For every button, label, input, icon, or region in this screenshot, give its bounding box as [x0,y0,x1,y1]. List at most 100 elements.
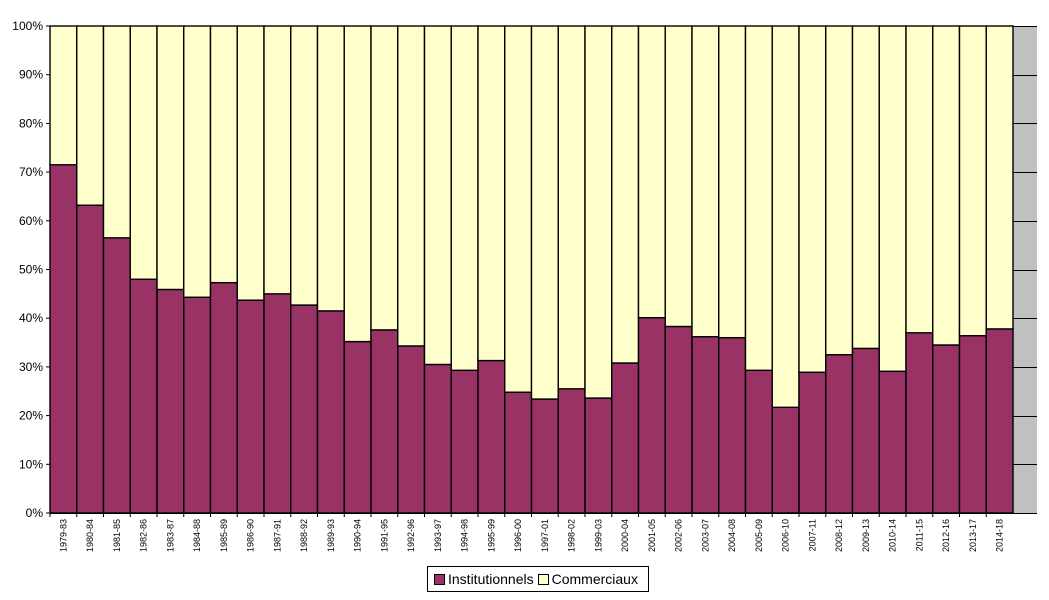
bar-institutionnels [985,328,1014,514]
y-tick-label: 30% [19,360,43,374]
legend-label-institutionnels: Institutionnels [448,571,534,587]
bar-institutionnels [878,370,907,514]
x-tick-label: 1986-90 [246,519,256,552]
bar-commerciaux [316,25,345,312]
legend-swatch-institutionnels [434,573,445,585]
y-axis: 0% 10% 20% 30% 40% 50% 60% 70% 80% 90% 100% [12,19,51,520]
bar-commerciaux [504,25,533,393]
bar-commerciaux [771,25,800,409]
bar-commerciaux [450,25,479,372]
y-tick-label: 80% [19,116,43,130]
bar-institutionnels [450,369,479,514]
bar-institutionnels [664,325,693,514]
bar-institutionnels [851,347,880,514]
bar-commerciaux [878,25,907,372]
bar-commerciaux [851,25,880,350]
bar-institutionnels [825,354,854,514]
x-tick-label: 1993-97 [433,519,443,552]
x-tick-label: 1990-94 [353,519,363,552]
bar-institutionnels [316,310,345,514]
x-tick-label: 2005-09 [754,519,764,552]
bar-commerciaux [423,25,452,366]
y-tick-label: 70% [19,165,43,179]
bar-commerciaux [183,25,212,298]
legend-swatch-commerciaux [537,573,549,585]
x-tick-label: 1981-85 [112,519,122,552]
bar-commerciaux [343,25,372,343]
bar-commerciaux [798,25,827,373]
bar-institutionnels [263,293,292,514]
x-tick-label: 1999-03 [593,519,603,552]
x-tick-label: 1989-93 [326,519,336,552]
bar-institutionnels [557,388,586,514]
bar-institutionnels [771,406,800,514]
bar-institutionnels [343,340,372,514]
x-tick-label: 2003-07 [700,519,710,552]
bar-institutionnels [744,369,773,514]
x-tick-label: 1992-96 [406,519,416,552]
x-tick-label: 2006-10 [781,519,791,552]
y-tick-label: 10% [19,457,43,471]
y-tick-label: 100% [12,19,43,33]
bar-institutionnels [477,359,506,514]
bar-commerciaux [611,25,640,364]
x-tick-label: 1979-83 [58,519,68,552]
x-tick-label: 2012-16 [941,519,951,552]
y-tick-label: 50% [19,263,43,277]
bar-institutionnels [584,397,613,514]
bar-institutionnels [691,336,720,514]
bar-commerciaux [129,25,158,280]
bar-commerciaux [905,25,934,334]
bar-institutionnels [156,288,185,514]
bar-institutionnels [637,317,666,514]
x-tick-label: 1984-88 [192,519,202,552]
legend-item-institutionnels: Institutionnels [434,571,534,587]
bar-commerciaux [397,25,426,347]
bar-institutionnels [129,278,158,514]
x-tick-label: 2009-13 [861,519,871,552]
bar-institutionnels [102,237,131,514]
x-tick-label: 2001-05 [647,519,657,552]
bar-institutionnels [958,335,987,514]
bar-commerciaux [49,25,78,166]
bar-institutionnels [504,391,533,514]
bar-institutionnels [183,296,212,514]
x-tick-label: 1996-00 [513,519,523,552]
bar-commerciaux [557,25,586,390]
bar-commerciaux [156,25,185,291]
bar-commerciaux [209,25,238,284]
bar-institutionnels [76,204,105,514]
bar-institutionnels [798,371,827,514]
bar-commerciaux [744,25,773,372]
x-tick-label: 1983-87 [165,519,175,552]
legend-label-commerciaux: Commerciaux [551,571,638,587]
bar-commerciaux [664,25,693,328]
y-tick-label: 0% [26,506,44,520]
y-tick-label: 20% [19,409,43,423]
x-tick-label: 2008-12 [834,519,844,552]
bar-institutionnels [290,304,319,514]
bar-commerciaux [958,25,987,337]
y-tick-label: 40% [19,311,43,325]
bar-institutionnels [530,398,559,514]
x-axis: 1979-83 1980-84 1981-85 1982-86 1983-87 1984-… [49,513,1037,552]
x-tick-label: 2011-15 [914,519,924,551]
bar-commerciaux [932,25,961,346]
bar-institutionnels [718,336,747,514]
bar-commerciaux [691,25,720,338]
x-tick-label: 2013-17 [968,519,978,552]
x-tick-label: 1994-98 [460,519,470,552]
bar-commerciaux [76,25,105,206]
bar-commerciaux [718,25,747,339]
bar-commerciaux [290,25,319,306]
bar-institutionnels [397,345,426,514]
x-tick-label: 1988-92 [299,519,309,552]
bar-institutionnels [932,344,961,514]
bar-institutionnels [209,281,238,514]
bar-institutionnels [49,164,78,514]
bar-commerciaux [236,25,265,301]
bar-commerciaux [102,25,131,239]
x-tick-label: 1997-01 [540,519,550,552]
bar-commerciaux [530,25,559,400]
